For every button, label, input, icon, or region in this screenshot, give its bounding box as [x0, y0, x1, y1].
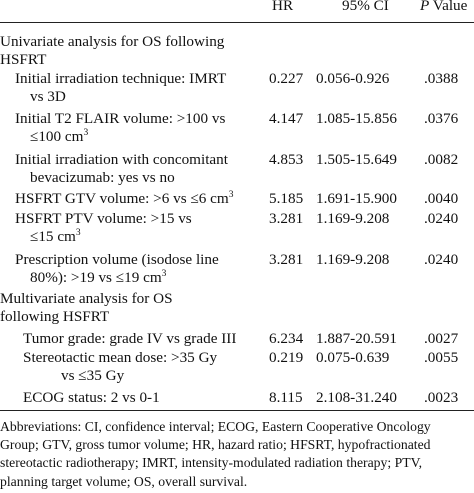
section-title-univariate: Univariate analysis for OS following HSF… — [0, 33, 225, 68]
table-cell-p: .0023 — [424, 389, 459, 406]
table-row-label: HSFRT GTV volume: >6 vs ≤6 cm3 — [15, 190, 234, 207]
table-cell-ci: 1.691-15.900 — [316, 190, 397, 207]
column-header-p-value: P Value — [420, 0, 468, 14]
table-cell-p: .0240 — [424, 210, 459, 227]
table-cell-ci: 1.505-15.649 — [316, 151, 397, 168]
table-cell-hr: 4.853 — [269, 151, 304, 168]
table-cell-p: .0040 — [424, 190, 459, 207]
table-cell-ci: 1.169-9.208 — [316, 251, 390, 268]
table-row-label: ECOG status: 2 vs 0-1 — [23, 389, 160, 406]
table-cell-ci: 1.887-20.591 — [316, 330, 397, 347]
table-cell-hr: 6.234 — [269, 330, 304, 347]
bottom-rule — [0, 410, 474, 411]
table-row-label: Stereotactic mean dose: >35 Gy vs ≤35 Gy — [23, 349, 218, 384]
table-cell-hr: 8.115 — [269, 389, 303, 406]
table-cell-hr: 4.147 — [269, 110, 304, 127]
table-cell-p: .0240 — [424, 251, 459, 268]
table-cell-p: .0027 — [424, 330, 459, 347]
table-row-label: Initial irradiation with concomitant bev… — [15, 151, 228, 186]
table-row-label: Tumor grade: grade IV vs grade III — [23, 330, 237, 347]
table-cell-ci: 0.075-0.639 — [316, 349, 390, 366]
table-cell-hr: 0.227 — [269, 70, 304, 87]
section-title-multivariate: Multivariate analysis for OS following H… — [0, 290, 173, 325]
footnote: Abbreviations: CI, confidence interval; … — [0, 419, 431, 489]
table-cell-hr: 5.185 — [269, 190, 304, 207]
table-cell-p: .0388 — [424, 70, 459, 87]
table-row-label: Prescription volume (isodose line 80%): … — [15, 251, 219, 286]
table-cell-ci: 1.085-15.856 — [316, 110, 397, 127]
table-row-label: Initial irradiation technique: IMRT vs 3… — [15, 70, 227, 105]
table-cell-hr: 0.219 — [269, 349, 304, 366]
table-cell-p: .0055 — [424, 349, 459, 366]
table-cell-p: .0376 — [424, 110, 459, 127]
column-header-ci: 95% CI — [342, 0, 389, 14]
table-row-label: Initial T2 FLAIR volume: >100 vs ≤100 cm… — [15, 110, 226, 145]
table-cell-hr: 3.281 — [269, 251, 304, 268]
header-rule — [0, 22, 474, 23]
table-cell-ci: 2.108-31.240 — [316, 389, 397, 406]
table-cell-hr: 3.281 — [269, 210, 304, 227]
table-row-label: HSFRT PTV volume: >15 vs ≤15 cm3 — [15, 210, 192, 245]
table-cell-ci: 1.169-9.208 — [316, 210, 390, 227]
table-cell-ci: 0.056-0.926 — [316, 70, 390, 87]
table-cell-p: .0082 — [424, 151, 459, 168]
column-header-hr: HR — [272, 0, 294, 14]
